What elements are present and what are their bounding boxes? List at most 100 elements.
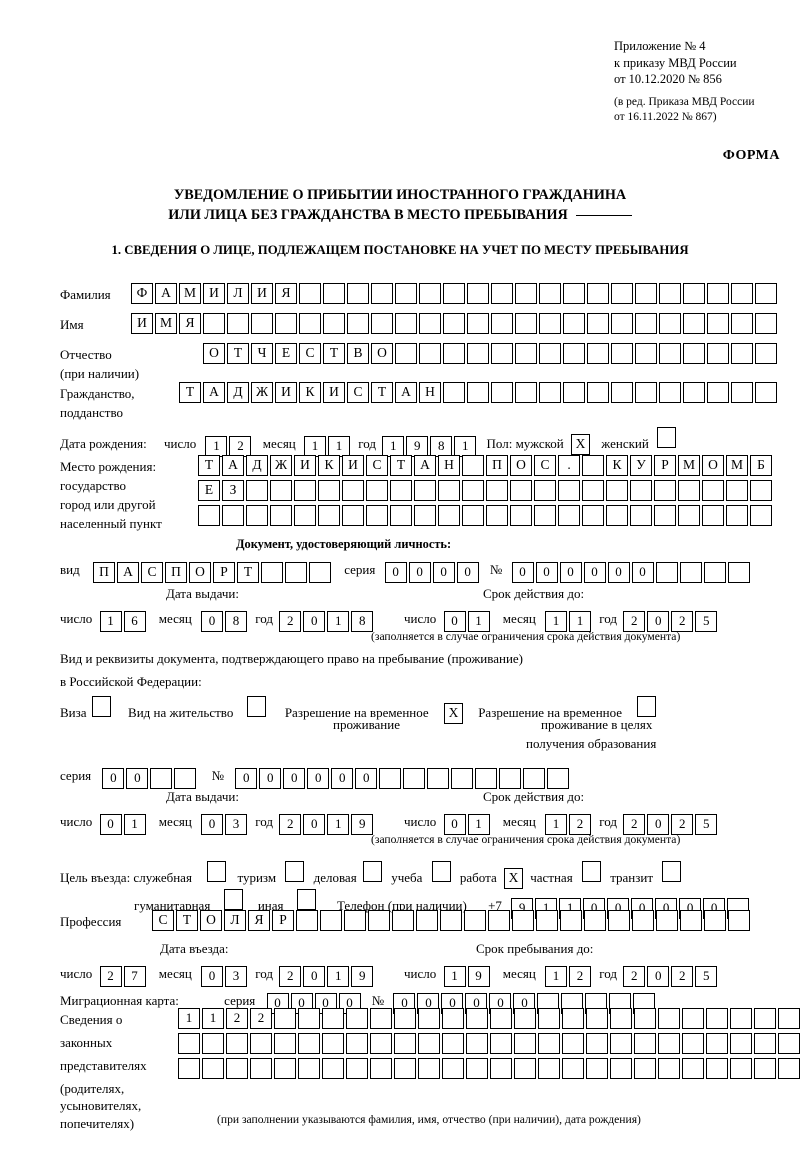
char-box[interactable] <box>275 313 297 334</box>
char-box[interactable] <box>683 283 705 304</box>
char-box[interactable]: Д <box>227 382 249 403</box>
char-box[interactable] <box>251 313 273 334</box>
char-box[interactable] <box>707 313 729 334</box>
char-box[interactable] <box>298 1058 320 1079</box>
char-box[interactable]: 8 <box>430 436 453 457</box>
char-box[interactable]: С <box>534 455 556 476</box>
char-box[interactable] <box>702 480 724 501</box>
char-box[interactable] <box>442 1008 464 1029</box>
char-box[interactable] <box>491 313 513 334</box>
char-box[interactable]: 5 <box>695 814 718 835</box>
char-box[interactable] <box>371 283 393 304</box>
char-box[interactable]: 9 <box>351 966 374 987</box>
char-box[interactable] <box>226 1033 248 1054</box>
char-box[interactable]: 2 <box>569 814 592 835</box>
char-box[interactable] <box>515 283 537 304</box>
char-box[interactable] <box>418 1058 440 1079</box>
char-box[interactable]: 0 <box>99 814 122 835</box>
char-box[interactable]: Я <box>275 283 297 304</box>
char-box[interactable]: 1 <box>545 814 568 835</box>
char-box[interactable]: 0 <box>307 768 330 789</box>
purpose-private-checkbox[interactable] <box>581 861 601 882</box>
char-box[interactable] <box>778 1033 800 1054</box>
char-box[interactable]: 2 <box>99 966 122 987</box>
char-box[interactable]: 0 <box>384 562 407 583</box>
char-box[interactable]: С <box>366 455 388 476</box>
char-box[interactable] <box>630 505 652 526</box>
char-box[interactable] <box>707 382 729 403</box>
char-box[interactable] <box>443 313 465 334</box>
char-box[interactable] <box>512 910 534 931</box>
char-box[interactable] <box>416 910 438 931</box>
char-box[interactable] <box>427 768 450 789</box>
char-box[interactable] <box>442 1058 464 1079</box>
char-box[interactable]: 0 <box>102 768 125 789</box>
char-box[interactable] <box>296 910 318 931</box>
purpose-work-checkbox[interactable]: X <box>503 868 523 889</box>
char-box[interactable] <box>704 910 726 931</box>
char-box[interactable] <box>414 505 436 526</box>
char-box[interactable]: О <box>702 455 724 476</box>
char-box[interactable] <box>308 562 331 583</box>
char-box[interactable]: П <box>92 562 115 583</box>
char-box[interactable] <box>606 505 628 526</box>
char-box[interactable]: Ч <box>251 343 273 364</box>
char-box[interactable] <box>587 382 609 403</box>
char-box[interactable]: 1 <box>327 611 350 632</box>
char-box[interactable]: 2 <box>671 966 694 987</box>
char-box[interactable]: 2 <box>279 611 302 632</box>
char-box[interactable] <box>728 910 750 931</box>
char-box[interactable]: П <box>164 562 187 583</box>
char-box[interactable] <box>703 562 726 583</box>
char-box[interactable]: Т <box>227 343 249 364</box>
char-box[interactable] <box>610 1008 632 1029</box>
char-box[interactable] <box>680 910 702 931</box>
char-box[interactable]: 0 <box>201 611 224 632</box>
char-box[interactable] <box>658 1033 680 1054</box>
char-box[interactable] <box>707 283 729 304</box>
char-box[interactable] <box>610 1058 632 1079</box>
char-box[interactable]: 0 <box>303 611 326 632</box>
char-box[interactable]: 5 <box>695 966 718 987</box>
char-box[interactable] <box>467 313 489 334</box>
char-box[interactable] <box>586 1008 608 1029</box>
char-box[interactable]: 0 <box>126 768 149 789</box>
char-box[interactable] <box>584 910 606 931</box>
char-box[interactable] <box>536 910 558 931</box>
char-box[interactable]: И <box>251 283 273 304</box>
purpose-humanitarian-checkbox[interactable] <box>223 889 243 910</box>
char-box[interactable]: 2 <box>623 611 646 632</box>
char-box[interactable]: 2 <box>623 966 646 987</box>
char-box[interactable]: Н <box>419 382 441 403</box>
char-box[interactable] <box>467 343 489 364</box>
char-box[interactable] <box>347 313 369 334</box>
char-box[interactable] <box>270 480 292 501</box>
char-box[interactable] <box>510 480 532 501</box>
char-box[interactable] <box>394 1008 416 1029</box>
char-box[interactable] <box>342 505 364 526</box>
char-box[interactable] <box>731 283 753 304</box>
char-box[interactable]: 1 <box>205 436 228 457</box>
char-box[interactable] <box>298 1033 320 1054</box>
char-box[interactable]: А <box>414 455 436 476</box>
char-box[interactable] <box>370 1008 392 1029</box>
char-box[interactable]: Я <box>179 313 201 334</box>
birthplace-row-3[interactable] <box>198 505 774 526</box>
char-box[interactable]: О <box>371 343 393 364</box>
char-box[interactable] <box>683 313 705 334</box>
char-box[interactable]: 1 <box>467 611 490 632</box>
char-box[interactable] <box>755 343 777 364</box>
char-box[interactable] <box>778 1058 800 1079</box>
purpose-transit-checkbox[interactable] <box>662 861 682 882</box>
char-box[interactable] <box>490 1033 512 1054</box>
char-box[interactable] <box>562 1033 584 1054</box>
char-box[interactable] <box>656 910 678 931</box>
char-box[interactable]: А <box>155 283 177 304</box>
